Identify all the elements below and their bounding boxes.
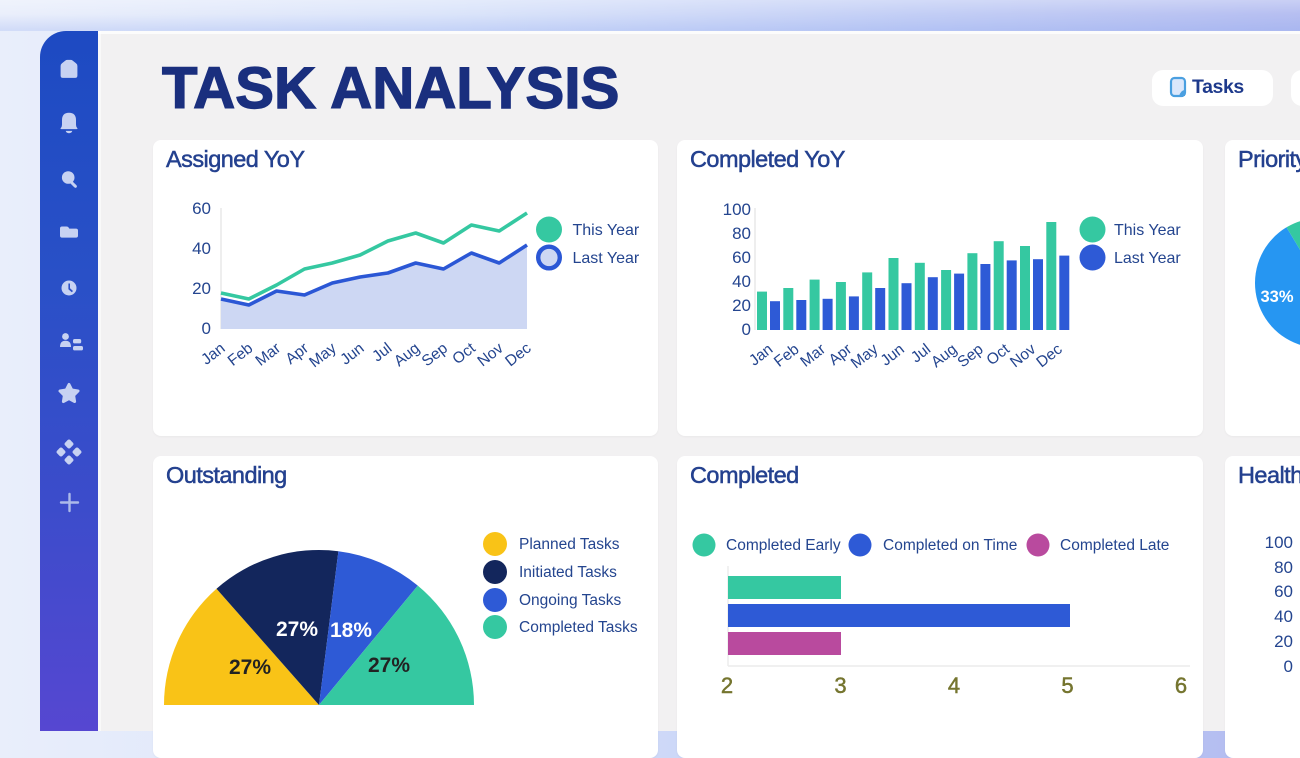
svg-text:33%: 33% <box>1260 288 1293 306</box>
svg-text:May: May <box>306 340 340 372</box>
svg-text:Oct: Oct <box>983 340 1013 369</box>
svg-text:Oct: Oct <box>449 339 479 368</box>
svg-text:Initiated Tasks: Initiated Tasks <box>519 564 617 581</box>
svg-text:27%: 27% <box>229 656 271 679</box>
svg-text:Ongoing Tasks: Ongoing Tasks <box>519 592 621 609</box>
svg-text:Dec: Dec <box>1033 341 1065 372</box>
svg-text:Completed on Time: Completed on Time <box>883 537 1017 554</box>
svg-text:27%: 27% <box>368 654 410 677</box>
svg-text:Jan: Jan <box>746 341 776 370</box>
svg-text:Mar: Mar <box>253 340 285 370</box>
svg-text:60: 60 <box>732 248 751 267</box>
svg-text:Jul: Jul <box>908 341 934 367</box>
svg-text:Nov: Nov <box>474 340 506 371</box>
svg-text:60: 60 <box>192 199 211 218</box>
svg-text:Apr: Apr <box>826 341 855 369</box>
svg-text:40: 40 <box>1274 607 1293 626</box>
svg-text:20: 20 <box>1274 632 1293 651</box>
svg-text:4: 4 <box>948 673 960 698</box>
svg-text:Last Year: Last Year <box>573 250 640 267</box>
svg-text:Sep: Sep <box>954 341 986 371</box>
svg-text:Completed Early: Completed Early <box>726 537 841 554</box>
svg-text:40: 40 <box>732 272 751 291</box>
svg-text:20: 20 <box>192 279 211 298</box>
svg-text:Jul: Jul <box>369 340 395 366</box>
svg-text:80: 80 <box>732 224 751 243</box>
svg-text:0: 0 <box>1284 657 1293 676</box>
svg-text:Last Year: Last Year <box>1114 250 1181 267</box>
svg-text:Apr: Apr <box>282 340 311 368</box>
svg-text:5: 5 <box>1061 673 1073 698</box>
svg-text:0: 0 <box>202 319 211 338</box>
svg-text:18%: 18% <box>330 619 372 642</box>
svg-text:Aug: Aug <box>391 340 423 370</box>
svg-text:2: 2 <box>721 673 733 698</box>
svg-text:100: 100 <box>1265 533 1293 552</box>
svg-text:Completed Tasks: Completed Tasks <box>519 619 638 636</box>
svg-text:This Year: This Year <box>573 222 640 239</box>
svg-text:6: 6 <box>1175 673 1187 698</box>
svg-text:40: 40 <box>192 239 211 258</box>
svg-text:This Year: This Year <box>1114 222 1181 239</box>
svg-text:Completed Late: Completed Late <box>1060 537 1169 554</box>
svg-text:80: 80 <box>1274 558 1293 577</box>
svg-text:Feb: Feb <box>225 340 257 370</box>
svg-text:Jan: Jan <box>198 340 228 369</box>
svg-text:100: 100 <box>723 200 751 219</box>
svg-text:Planned Tasks: Planned Tasks <box>519 536 620 553</box>
svg-text:Jun: Jun <box>878 341 908 370</box>
svg-text:60: 60 <box>1274 582 1293 601</box>
svg-text:3: 3 <box>834 673 846 698</box>
svg-text:Mar: Mar <box>797 341 829 371</box>
svg-text:27%: 27% <box>276 618 318 641</box>
svg-text:20: 20 <box>732 296 751 315</box>
svg-text:Dec: Dec <box>502 340 534 371</box>
svg-text:0: 0 <box>742 320 751 339</box>
svg-text:Sep: Sep <box>419 340 451 370</box>
svg-text:Jun: Jun <box>337 340 367 369</box>
